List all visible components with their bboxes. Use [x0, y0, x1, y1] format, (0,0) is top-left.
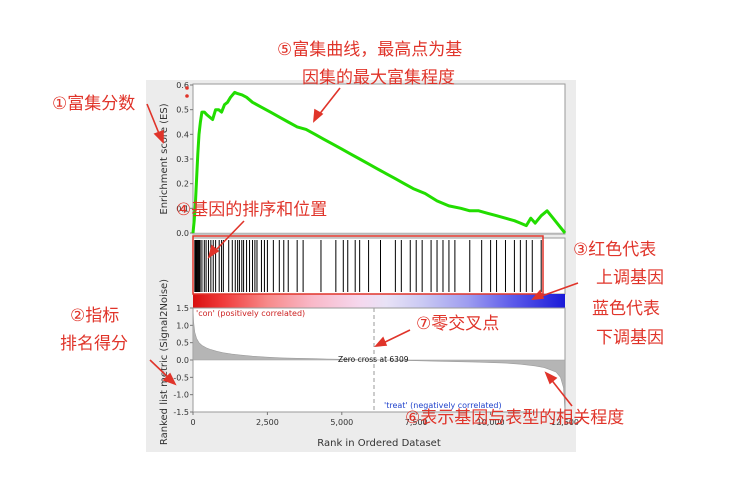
es-ytick-label: 0.0	[176, 229, 189, 238]
x-axis-label: Rank in Ordered Dataset	[317, 438, 441, 449]
es-ytick-label: 0.2	[176, 180, 189, 189]
annotation-arrows	[146, 87, 579, 407]
hits-highlight-box	[192, 235, 544, 295]
xtick-label: 2,500	[256, 418, 279, 427]
enrichment-curve	[191, 90, 567, 234]
annotation-es: ①富集分数	[52, 94, 136, 114]
xtick-label: 12,500	[551, 418, 579, 427]
annotation-zero-cross: ⑦零交叉点	[416, 314, 500, 334]
annotation-metric-l2: 排名得分	[60, 334, 128, 354]
hits-panel	[192, 237, 566, 295]
heat-bar	[193, 294, 565, 308]
es-ytick-label: 0.4	[176, 130, 189, 139]
xtick-label: 5,000	[330, 418, 353, 427]
metric-ytick-label: -0.5	[173, 373, 189, 382]
annotation-color-l1: ③红色代表	[573, 240, 657, 260]
gene-hit-band	[194, 240, 201, 292]
metric-ytick-label: -1.0	[173, 391, 189, 400]
annotation-hits: ④基因的排序和位置	[176, 200, 328, 220]
es-panel	[192, 83, 566, 235]
annotation-color-l3: 蓝色代表	[592, 299, 660, 319]
neg-corr-label: 'treat' (negatively correlated)	[384, 401, 502, 410]
xtick-label: 10,000	[477, 418, 505, 427]
annotation-metric-l1: ②指标	[70, 306, 120, 326]
metric-ytick-label: 1.0	[176, 321, 189, 330]
annotation-curve-l1: ⑤富集曲线，最高点为基	[277, 40, 463, 60]
annotation-curve-l2: 因集的最大富集程度	[302, 68, 455, 88]
es-ytick-label: 0.5	[176, 106, 189, 115]
metric-ytick-label: 1.5	[176, 304, 189, 313]
es-axis-label: Enrichment score (ES)	[159, 103, 170, 214]
ranked-metric-area	[192, 307, 566, 413]
es-ytick-label: 0.3	[176, 155, 189, 164]
metric-ytick-label: 0.0	[176, 356, 189, 365]
zero-cross-label: Zero cross at 6309	[338, 355, 409, 364]
xtick-label: 7,500	[405, 418, 428, 427]
metric-ytick-label: -1.5	[173, 408, 189, 417]
es-ytick-label: 0.1	[176, 204, 189, 213]
annotation-color-l4: 下调基因	[596, 328, 664, 348]
metric-axis-label: Ranked list metric (Signal2Noise)	[159, 279, 170, 445]
xtick-label: 0	[190, 418, 195, 427]
annotation-correlation: ⑥表示基因与表型的相关程度	[405, 408, 625, 428]
pos-corr-label: 'con' (positively correlated)	[196, 309, 305, 318]
es-ytick-label: 0.6	[176, 81, 189, 90]
annotation-color-l2: 上调基因	[596, 268, 664, 288]
metric-ytick-label: 0.5	[176, 339, 189, 348]
